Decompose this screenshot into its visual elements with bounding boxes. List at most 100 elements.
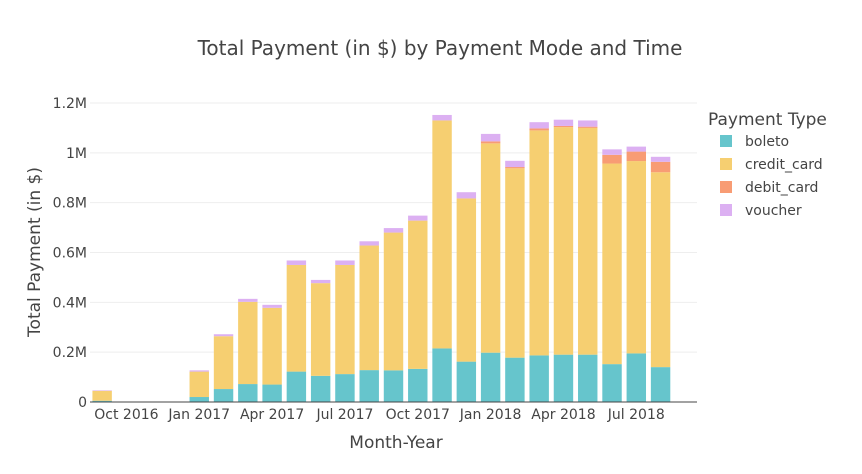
bar-boleto-2017-04 bbox=[262, 384, 282, 402]
y-axis-title: Total Payment (in $) bbox=[25, 167, 45, 338]
x-tick-label: Jan 2017 bbox=[167, 407, 230, 423]
bar-debit-card-2018-02 bbox=[505, 167, 525, 169]
bar-voucher-2017-03 bbox=[238, 298, 258, 302]
bar-credit-card-2017-02 bbox=[213, 336, 234, 390]
bar-voucher-2017-10 bbox=[408, 215, 428, 221]
bar-boleto-2017-02 bbox=[213, 389, 234, 402]
bar-boleto-2017-05 bbox=[286, 371, 307, 402]
bar-credit-card-2017-10 bbox=[408, 220, 428, 369]
bar-voucher-2018-01 bbox=[480, 133, 501, 142]
bar-credit-card-2017-03 bbox=[238, 301, 258, 385]
bar-voucher-2018-03 bbox=[529, 122, 549, 129]
bar-voucher-2017-05 bbox=[286, 260, 307, 265]
x-tick-label: Jul 2018 bbox=[607, 407, 665, 423]
bar-boleto-2017-11 bbox=[432, 348, 452, 402]
bar-credit-card-2017-09 bbox=[383, 232, 404, 371]
bar-voucher-2017-02 bbox=[213, 334, 234, 337]
bar-voucher-2017-09 bbox=[383, 228, 404, 233]
y-tick-label: 0.6M bbox=[53, 246, 87, 262]
bar-debit-card-2018-06 bbox=[602, 154, 622, 164]
legend-title: Payment Type bbox=[708, 110, 827, 130]
y-axis-ticks: 0 0.2M 0.4M 0.6M 0.8M 1M 1.2M bbox=[53, 96, 87, 411]
bar-credit-card-2018-08 bbox=[650, 172, 671, 368]
chart-title: Total Payment (in $) by Payment Mode and… bbox=[197, 36, 683, 60]
bar-voucher-2017-11 bbox=[432, 114, 452, 121]
y-tick-label: 0.2M bbox=[53, 345, 87, 361]
bar-voucher-2017-12 bbox=[456, 192, 477, 199]
bar-debit-card-2018-05 bbox=[578, 126, 598, 128]
legend-label-debit-card: debit_card bbox=[745, 180, 818, 196]
bar-voucher-2017-08 bbox=[359, 241, 379, 246]
bar-voucher-2017-04 bbox=[262, 304, 282, 308]
bar-boleto-2017-01 bbox=[189, 397, 209, 402]
y-tick-label: 0.4M bbox=[53, 295, 87, 311]
bar-credit-card-2016-09 bbox=[92, 390, 112, 401]
bar-credit-card-2018-07 bbox=[626, 161, 647, 354]
bar-debit-card-2018-07 bbox=[626, 151, 647, 162]
bar-credit-card-2018-05 bbox=[578, 127, 598, 355]
bar-credit-card-2017-05 bbox=[286, 264, 307, 372]
bar-boleto-2018-02 bbox=[505, 357, 525, 402]
bar-credit-card-2017-11 bbox=[432, 120, 452, 349]
bar-credit-card-2017-12 bbox=[456, 198, 477, 362]
x-tick-label: Oct 2016 bbox=[94, 407, 158, 423]
bar-voucher-2017-06 bbox=[310, 279, 331, 284]
bar-voucher-2018-04 bbox=[553, 119, 574, 126]
bar-credit-card-2018-06 bbox=[602, 163, 622, 365]
legend-label-boleto: boleto bbox=[745, 134, 789, 150]
bar-voucher-2018-06 bbox=[602, 149, 622, 155]
legend-swatch-voucher bbox=[720, 204, 732, 216]
bar-voucher-2017-07 bbox=[335, 260, 355, 265]
bar-voucher-2017-01 bbox=[189, 370, 209, 372]
y-tick-label: 1.2M bbox=[53, 96, 87, 112]
bar-boleto-2017-08 bbox=[359, 370, 379, 402]
bar-debit-card-2018-04 bbox=[553, 125, 574, 128]
x-tick-label: Jul 2017 bbox=[315, 407, 373, 423]
x-tick-label: Apr 2018 bbox=[531, 407, 595, 423]
bar-boleto-2018-08 bbox=[650, 367, 671, 402]
x-tick-label: Jan 2018 bbox=[459, 407, 522, 423]
bar-credit-card-2017-01 bbox=[189, 371, 209, 398]
legend-label-credit-card: credit_card bbox=[745, 157, 823, 173]
bars bbox=[92, 114, 671, 402]
bar-credit-card-2017-06 bbox=[310, 283, 331, 376]
bar-debit-card-2018-03 bbox=[529, 128, 549, 131]
bar-voucher-2018-07 bbox=[626, 146, 647, 152]
legend-swatch-debit-card bbox=[720, 181, 732, 193]
bar-boleto-2016-09 bbox=[92, 400, 112, 402]
bar-credit-card-2018-04 bbox=[553, 127, 574, 355]
bar-debit-card-2018-08 bbox=[650, 161, 671, 173]
bar-boleto-2017-06 bbox=[310, 375, 331, 402]
legend-swatch-boleto bbox=[720, 135, 732, 147]
bar-boleto-2018-05 bbox=[578, 354, 598, 402]
bar-debit-card-2018-01 bbox=[480, 141, 501, 144]
bar-boleto-2017-10 bbox=[408, 368, 428, 402]
x-tick-label: Apr 2017 bbox=[240, 407, 304, 423]
x-axis-title: Month-Year bbox=[349, 433, 442, 453]
bar-boleto-2018-01 bbox=[480, 352, 501, 402]
bar-voucher-2018-02 bbox=[505, 160, 525, 168]
x-tick-label: Oct 2017 bbox=[386, 407, 450, 423]
y-tick-label: 0.8M bbox=[53, 196, 87, 212]
legend-swatch-credit-card bbox=[720, 158, 732, 170]
bar-boleto-2018-06 bbox=[602, 364, 622, 402]
bar-credit-card-2017-04 bbox=[262, 307, 282, 385]
bar-voucher-2018-08 bbox=[650, 156, 671, 162]
bar-credit-card-2017-08 bbox=[359, 245, 379, 371]
bar-credit-card-2018-02 bbox=[505, 168, 525, 358]
bar-boleto-2018-03 bbox=[529, 355, 549, 402]
bar-boleto-2018-07 bbox=[626, 353, 647, 402]
bar-credit-card-2018-03 bbox=[529, 130, 549, 356]
y-tick-label: 0 bbox=[78, 395, 87, 411]
bar-voucher-2018-05 bbox=[578, 120, 598, 127]
bar-boleto-2017-07 bbox=[335, 374, 355, 402]
bar-boleto-2017-03 bbox=[238, 384, 258, 402]
bar-boleto-2017-12 bbox=[456, 361, 477, 402]
bar-boleto-2018-04 bbox=[553, 354, 574, 402]
y-tick-label: 1M bbox=[66, 146, 87, 162]
legend: Payment Type boleto credit_card debit_card… bbox=[708, 110, 827, 219]
legend-label-voucher: voucher bbox=[745, 203, 802, 219]
x-axis-ticks: Oct 2016 Jan 2017 Apr 2017 Jul 2017 Oct 2017… bbox=[94, 407, 665, 423]
bar-credit-card-2018-01 bbox=[480, 143, 501, 353]
